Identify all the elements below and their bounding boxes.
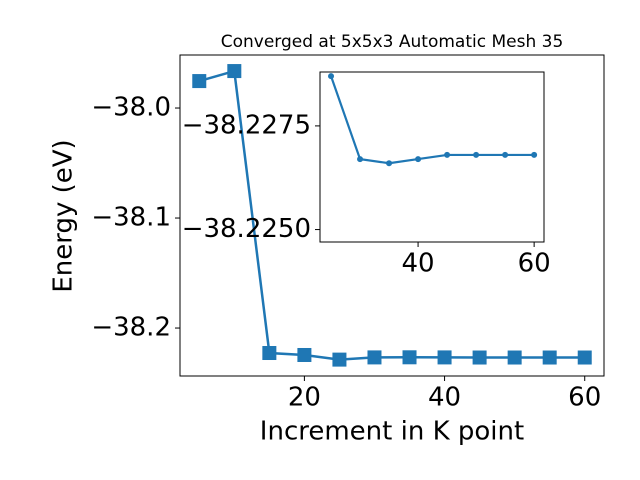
marker xyxy=(357,156,364,163)
marker xyxy=(415,156,422,163)
marker xyxy=(577,350,592,365)
marker xyxy=(402,350,417,365)
x-tick-label: 60 xyxy=(568,383,601,413)
marker xyxy=(473,151,480,158)
marker xyxy=(531,151,538,158)
y-tick-label: −38.2 xyxy=(91,313,171,343)
marker xyxy=(367,350,382,365)
marker xyxy=(386,160,393,167)
marker xyxy=(192,74,207,89)
marker xyxy=(502,151,509,158)
y-tick-label: −38.2250 xyxy=(182,214,311,244)
marker xyxy=(262,346,277,361)
series-line xyxy=(329,75,535,165)
marker xyxy=(332,352,347,367)
marker xyxy=(444,151,451,158)
y-tick-label: −38.2275 xyxy=(182,110,311,140)
marker xyxy=(227,64,242,79)
x-axis-label: Increment in K point xyxy=(260,417,524,447)
marker xyxy=(472,350,487,365)
marker xyxy=(437,350,452,365)
x-tick-label: 60 xyxy=(518,249,551,279)
y-tick-label: −38.0 xyxy=(91,93,171,123)
marker xyxy=(507,350,522,365)
y-axis-label: Energy (eV) xyxy=(49,139,79,292)
x-tick-label: 40 xyxy=(428,383,461,413)
x-tick-label: 40 xyxy=(402,249,435,279)
marker xyxy=(297,347,312,362)
marker xyxy=(328,73,335,80)
x-tick-label: 20 xyxy=(288,383,321,413)
marker xyxy=(542,350,557,365)
y-tick-label: −38.1 xyxy=(91,203,171,233)
chart-title: Converged at 5x5x3 Automatic Mesh 35 xyxy=(221,32,564,52)
